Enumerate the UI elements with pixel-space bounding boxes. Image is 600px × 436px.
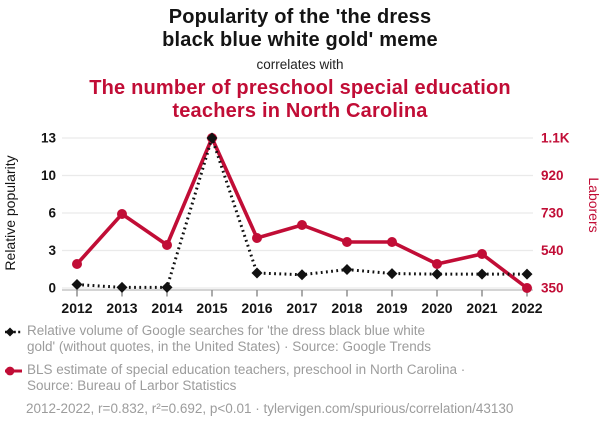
data-point-circle <box>252 233 262 243</box>
data-point-diamond <box>71 279 83 291</box>
right-axis-tick-label: 730 <box>541 206 564 221</box>
solid-circle-legend-icon <box>5 366 22 376</box>
data-point-circle <box>72 259 82 269</box>
header: Popularity of the 'the dress black blue … <box>0 6 600 123</box>
legend-label-bls: BLS estimate of special education teache… <box>27 362 466 393</box>
left-axis-tick-label: 13 <box>41 131 57 146</box>
x-axis-tick-label: 2022 <box>511 300 542 316</box>
legend-item-google-trends: Relative volume of Google searches for '… <box>4 323 596 355</box>
x-axis-tick-label: 2020 <box>421 300 452 316</box>
data-point-diamond <box>161 281 173 293</box>
left-axis-tick-label: 3 <box>48 243 56 258</box>
variable-title: The number of preschool special educatio… <box>89 77 511 122</box>
x-axis-tick-label: 2012 <box>61 300 92 316</box>
chart-canvas: 13 1.1K 10 920 6 730 3 540 0 350 2012 2013 2014 2015 2… <box>2 131 600 316</box>
data-point-circle <box>342 237 352 247</box>
left-axis-tick-label: 0 <box>48 281 56 296</box>
x-axis-tick-label: 2016 <box>241 300 272 316</box>
data-point-diamond <box>251 267 263 279</box>
meme-title: Popularity of the 'the dress black blue … <box>162 6 438 51</box>
data-point-circle <box>162 240 172 250</box>
dotted-diamond-legend-icon <box>5 327 22 337</box>
data-point-diamond <box>296 269 308 281</box>
left-axis-title: Relative popularity <box>2 155 18 270</box>
data-point-diamond <box>206 132 218 144</box>
right-axis-tick-label: 920 <box>541 168 564 183</box>
data-point-circle <box>477 249 487 259</box>
series-line-google-trends <box>76 133 527 289</box>
right-axis-title: Laborers <box>586 177 600 232</box>
correlates-with-text: correlates with <box>256 57 344 72</box>
data-point-diamond <box>521 268 533 280</box>
x-axis-tick-label: 2019 <box>376 300 407 316</box>
data-point-diamond <box>341 264 353 276</box>
data-point-circle <box>432 259 442 269</box>
data-point-circle <box>522 283 532 293</box>
right-axis-tick-label: 540 <box>541 243 564 258</box>
right-axis-tick-label: 350 <box>541 281 564 296</box>
data-point-circle <box>117 209 127 219</box>
left-axis-tick-label: 6 <box>48 206 56 221</box>
legend-item-bls: BLS estimate of special education teache… <box>4 362 596 394</box>
left-axis-tick-label: 10 <box>41 168 56 183</box>
data-point-circle <box>387 237 397 247</box>
x-axis-tick-label: 2021 <box>466 300 497 316</box>
x-axis-tick-label: 2018 <box>331 300 362 316</box>
stats-footer: 2012-2022, r=0.832, r²=0.692, p<0.01 · t… <box>26 401 514 416</box>
legend-label-google-trends: Relative volume of Google searches for '… <box>27 323 432 354</box>
data-point-diamond <box>116 281 128 293</box>
x-axis-tick-label: 2014 <box>151 300 182 316</box>
x-axis-tick-label: 2017 <box>286 300 317 316</box>
data-point-diamond <box>386 268 398 280</box>
x-axis-tick-label: 2015 <box>196 300 227 316</box>
right-axis-tick-label: 1.1K <box>541 131 570 146</box>
data-point-diamond <box>476 268 488 280</box>
x-axis-tick-label: 2013 <box>106 300 137 316</box>
data-point-circle <box>297 220 307 230</box>
legend: Relative volume of Google searches for '… <box>4 323 596 417</box>
data-point-diamond <box>431 268 443 280</box>
